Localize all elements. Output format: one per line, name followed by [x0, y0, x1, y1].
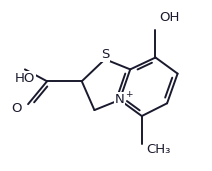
Text: N: N — [115, 93, 125, 106]
Text: OH: OH — [159, 11, 179, 24]
Text: HO: HO — [15, 72, 35, 85]
Text: O: O — [11, 102, 22, 115]
Text: CH₃: CH₃ — [146, 143, 171, 156]
Text: S: S — [101, 48, 109, 61]
Text: +: + — [126, 90, 133, 99]
